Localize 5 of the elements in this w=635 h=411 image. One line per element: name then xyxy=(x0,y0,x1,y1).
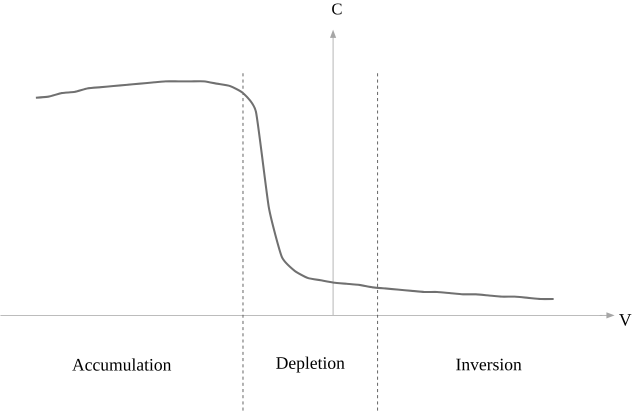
text: Inversion xyxy=(456,358,522,370)
y-axis-title: C xyxy=(332,3,342,14)
x-axis-title: V xyxy=(619,314,632,326)
text: Accumulation xyxy=(72,358,172,371)
text: Depletion xyxy=(276,356,345,372)
